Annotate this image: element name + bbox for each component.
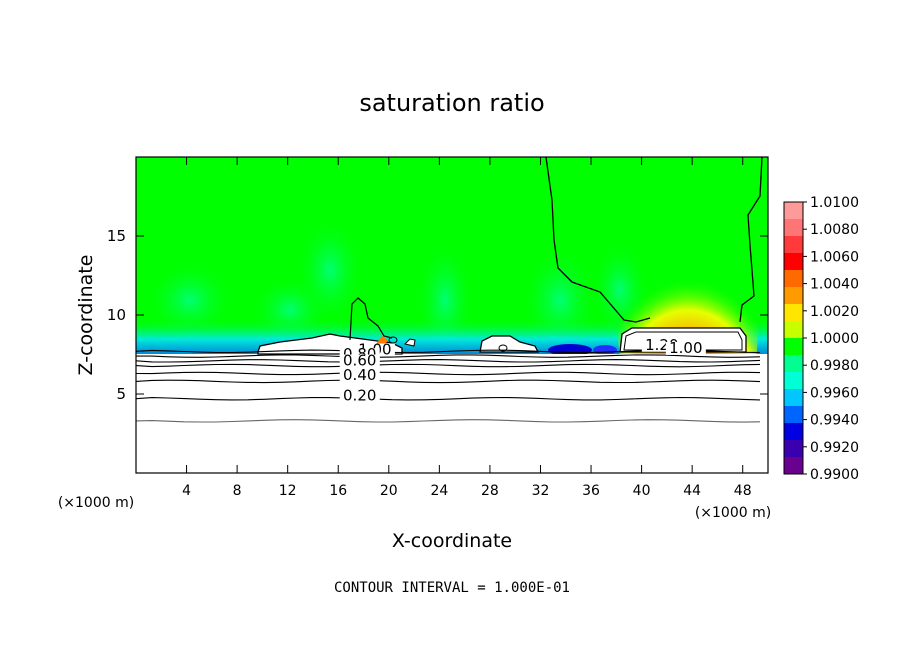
contour-lines <box>136 349 761 423</box>
cloud-blob <box>404 338 416 347</box>
contour-line <box>136 371 761 376</box>
x-axis-label: X-coordinate <box>392 530 512 552</box>
contour-line <box>136 359 761 363</box>
colorbar-label: 1.0060 <box>810 249 859 265</box>
contour-line <box>136 363 761 368</box>
colorbar-swatch <box>784 338 803 356</box>
colorbar-swatch <box>784 372 803 390</box>
contour-line <box>136 379 761 384</box>
x-tick-label: 8 <box>233 483 242 499</box>
colorbar-swatch <box>784 355 803 373</box>
colorbar-swatch <box>784 304 803 322</box>
field-patch <box>295 215 365 325</box>
colorbar-swatch <box>784 253 803 271</box>
contour-labels: 1.000.800.600.400.201.201.00 <box>339 336 706 404</box>
colorbar-label: 1.0100 <box>810 195 859 211</box>
x-unit-label-left: (×1000 m) <box>58 495 134 511</box>
x-tick-label: 44 <box>683 483 701 499</box>
contour-line <box>136 354 761 358</box>
contour-label-bg <box>339 368 380 382</box>
x-tick-label: 28 <box>481 483 499 499</box>
chart-title: saturation ratio <box>359 89 544 117</box>
x-unit-label-right: (×1000 m) <box>695 505 771 521</box>
colorbar-label: 1.0000 <box>810 331 859 347</box>
dry-spot <box>593 345 617 355</box>
x-tick-label: 4 <box>182 483 191 499</box>
colorbar-label: 0.9920 <box>810 440 859 456</box>
x-tick-label: 20 <box>380 483 398 499</box>
lower-region <box>136 354 768 473</box>
contour-line <box>136 419 761 423</box>
small-contour <box>498 344 508 352</box>
y-tick-label: 10 <box>107 306 126 324</box>
y-tick-label: 15 <box>107 227 126 245</box>
colorbar-swatch <box>784 389 803 407</box>
x-axis-ticks: 4 8 12 16 20 24 28 32 36 40 44 48 <box>182 157 752 499</box>
contour-label: 0.20 <box>343 386 376 404</box>
colorbar-swatch <box>784 219 803 237</box>
cloud-top-contour <box>349 297 393 341</box>
x-tick-label: 40 <box>633 483 651 499</box>
colorbar: 1.0100 1.0080 1.0060 1.0040 1.0020 1.0000 0.99… <box>783 195 859 483</box>
colorbar-swatch <box>784 270 803 288</box>
contour-label: 1.00 <box>669 339 702 357</box>
colorbar-label: 1.0040 <box>810 277 859 293</box>
colorbar-swatch <box>784 440 803 458</box>
contour-interval-note: CONTOUR INTERVAL = 1.000E-01 <box>334 580 570 596</box>
colorbar-swatch <box>784 321 803 339</box>
colorbar-swatch <box>784 457 803 475</box>
x-tick-label: 16 <box>329 483 347 499</box>
colorbar-swatch <box>784 423 803 441</box>
contour-label-bg <box>665 341 706 355</box>
small-contour <box>388 336 398 344</box>
contour-line <box>136 396 761 401</box>
colorbar-label: 0.9980 <box>810 358 859 374</box>
colorbar-label: 0.9960 <box>810 385 859 401</box>
colorbar-label: 1.0080 <box>810 222 859 238</box>
colorbar-swatch <box>784 406 803 424</box>
colorbar-swatch <box>784 236 803 254</box>
colorbar-label: 0.9940 <box>810 413 859 429</box>
saturation-boundary-contour <box>545 157 763 323</box>
cloud-blob <box>623 331 743 351</box>
contour-label-bg <box>339 354 380 368</box>
x-tick-label: 48 <box>734 483 752 499</box>
colorbar-label: 0.9900 <box>810 467 859 483</box>
x-tick-label: 36 <box>582 483 600 499</box>
colorbar-swatch <box>784 202 803 220</box>
contour-label: 0.60 <box>343 352 376 370</box>
colorbar-label: 1.0020 <box>810 304 859 320</box>
x-tick-label: 32 <box>532 483 550 499</box>
contour-label: 0.40 <box>343 366 376 384</box>
colorbar-swatch <box>784 287 803 305</box>
plot-area <box>136 157 768 473</box>
x-tick-label: 12 <box>279 483 297 499</box>
y-tick-label: 5 <box>116 385 126 403</box>
contour-label-bg <box>339 389 380 403</box>
y-axis-ticks: 5 10 15 <box>107 227 768 403</box>
y-axis-label: Z-coordinate <box>75 255 97 376</box>
x-tick-label: 24 <box>430 483 448 499</box>
